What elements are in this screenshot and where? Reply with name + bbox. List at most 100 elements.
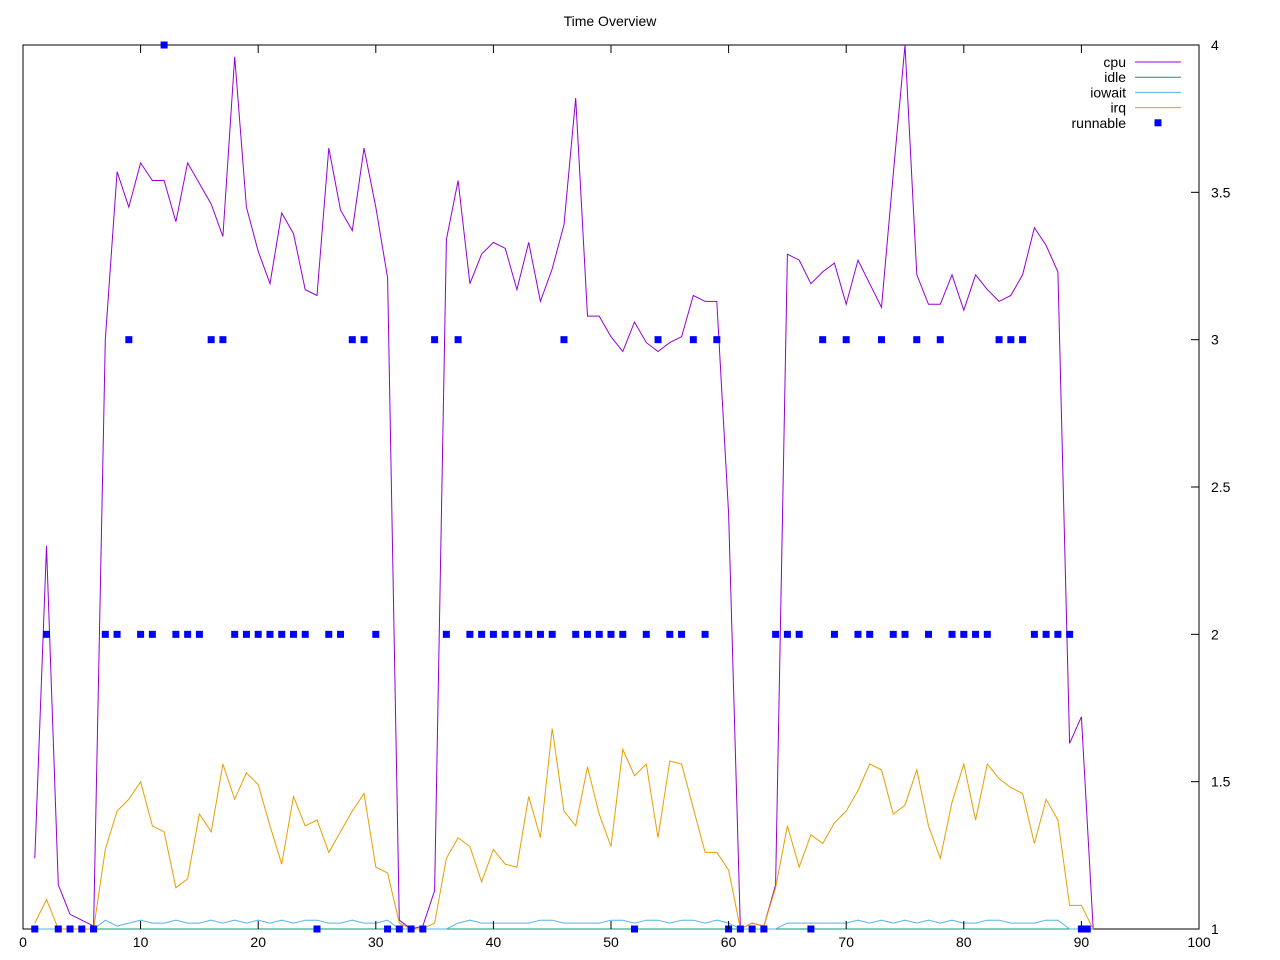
data-point-runnable	[936, 336, 944, 344]
data-point-runnable	[90, 925, 98, 933]
x-tick-label: 80	[956, 934, 972, 950]
data-point-runnable	[101, 630, 109, 638]
data-point-runnable	[678, 630, 686, 638]
data-point-runnable	[31, 925, 39, 933]
data-point-runnable	[748, 925, 756, 933]
data-point-runnable	[819, 336, 827, 344]
data-point-runnable	[783, 630, 791, 638]
data-point-runnable	[54, 925, 62, 933]
data-point-runnable	[607, 630, 615, 638]
data-point-runnable	[442, 630, 450, 638]
legend-swatch-runnable	[1154, 119, 1162, 127]
y-tick-label: 3	[1211, 332, 1219, 348]
data-point-runnable	[513, 630, 521, 638]
x-tick-label: 90	[1074, 934, 1090, 950]
data-point-runnable	[125, 336, 133, 344]
data-point-runnable	[1066, 630, 1074, 638]
series-runnable	[31, 41, 1091, 933]
data-point-runnable	[689, 336, 697, 344]
data-point-runnable	[631, 925, 639, 933]
data-point-runnable	[384, 925, 392, 933]
series-irq	[34, 728, 1094, 930]
y-tick-label: 1.5	[1211, 774, 1231, 790]
data-point-runnable	[148, 630, 156, 638]
data-point-runnable	[1019, 336, 1027, 344]
legend-label-idle: idle	[1104, 69, 1126, 85]
data-point-runnable	[960, 630, 968, 638]
data-point-runnable	[1030, 630, 1038, 638]
data-point-runnable	[1042, 630, 1050, 638]
data-point-runnable	[1007, 336, 1015, 344]
legend-label-cpu: cpu	[1103, 54, 1126, 70]
series-iowait	[34, 919, 1094, 930]
data-point-runnable	[701, 630, 709, 638]
data-point-runnable	[654, 336, 662, 344]
data-point-runnable	[807, 925, 815, 933]
data-point-runnable	[983, 630, 991, 638]
data-point-runnable	[560, 336, 568, 344]
data-point-runnable	[137, 630, 145, 638]
data-point-runnable	[619, 630, 627, 638]
data-point-runnable	[995, 336, 1003, 344]
y-tick-label: 1	[1211, 921, 1219, 937]
data-point-runnable	[583, 630, 591, 638]
data-point-runnable	[395, 925, 403, 933]
data-point-runnable	[572, 630, 580, 638]
data-point-runnable	[666, 630, 674, 638]
y-tick-label: 2.5	[1211, 479, 1231, 495]
data-point-runnable	[113, 630, 121, 638]
x-tick-label: 0	[19, 934, 27, 950]
data-point-runnable	[854, 630, 862, 638]
data-point-runnable	[489, 630, 497, 638]
series-layer	[31, 41, 1094, 933]
y-tick-label: 3.5	[1211, 184, 1231, 200]
data-point-runnable	[325, 630, 333, 638]
legend-label-irq: irq	[1110, 100, 1126, 116]
data-point-runnable	[1083, 925, 1091, 933]
data-point-runnable	[866, 630, 874, 638]
data-point-runnable	[360, 336, 368, 344]
data-point-runnable	[466, 630, 474, 638]
data-point-runnable	[242, 630, 250, 638]
legend-label-iowait: iowait	[1090, 84, 1126, 100]
data-point-runnable	[830, 630, 838, 638]
legend-label-runnable: runnable	[1072, 115, 1127, 131]
data-point-runnable	[289, 630, 297, 638]
data-point-runnable	[889, 630, 897, 638]
data-point-runnable	[419, 925, 427, 933]
data-point-runnable	[972, 630, 980, 638]
chart-title: Time Overview	[564, 13, 658, 29]
data-point-runnable	[266, 630, 274, 638]
data-point-runnable	[736, 925, 744, 933]
data-point-runnable	[78, 925, 86, 933]
data-point-runnable	[525, 630, 533, 638]
data-point-runnable	[254, 630, 262, 638]
x-tick-label: 40	[486, 934, 502, 950]
x-tick-label: 50	[603, 934, 619, 950]
data-point-runnable	[536, 630, 544, 638]
data-point-runnable	[501, 630, 509, 638]
y-tick-label: 2	[1211, 626, 1219, 642]
data-point-runnable	[1054, 630, 1062, 638]
data-point-runnable	[795, 630, 803, 638]
data-point-runnable	[313, 925, 321, 933]
data-point-runnable	[160, 41, 168, 49]
data-point-runnable	[207, 336, 215, 344]
data-point-runnable	[219, 336, 227, 344]
data-point-runnable	[231, 630, 239, 638]
data-point-runnable	[877, 336, 885, 344]
data-point-runnable	[948, 630, 956, 638]
data-point-runnable	[548, 630, 556, 638]
x-tick-label: 10	[133, 934, 149, 950]
data-point-runnable	[842, 336, 850, 344]
x-tick-label: 60	[721, 934, 737, 950]
data-point-runnable	[372, 630, 380, 638]
x-tick-label: 30	[368, 934, 384, 950]
data-point-runnable	[913, 336, 921, 344]
data-point-runnable	[901, 630, 909, 638]
plot-area	[22, 44, 1200, 930]
y-tick-label: 4	[1211, 37, 1219, 53]
data-point-runnable	[337, 630, 345, 638]
series-line-irq	[34, 728, 1094, 930]
